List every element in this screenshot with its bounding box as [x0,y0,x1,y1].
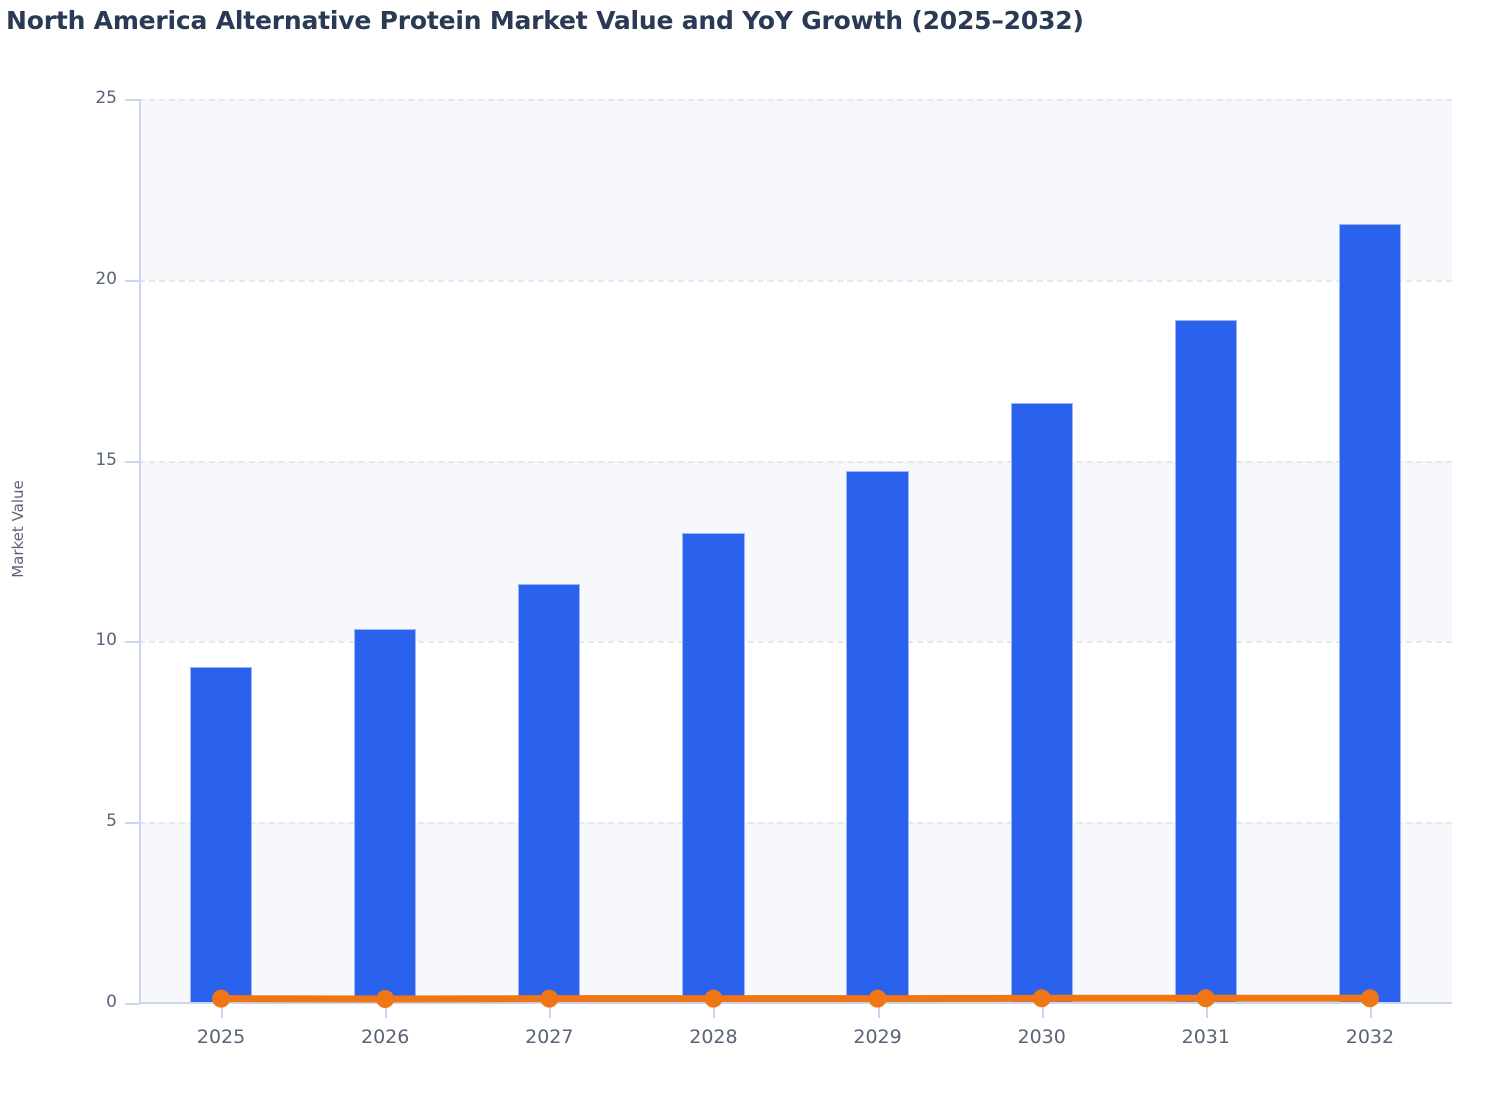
x-tick-mark [385,1004,388,1018]
x-tick-label: 2026 [361,1026,410,1048]
bar [354,628,417,1003]
gridline [139,279,1452,282]
x-tick-label: 2032 [1345,1026,1395,1048]
x-tick-mark [549,1004,552,1018]
plot-area [139,99,1452,1003]
y-tick-label: 10 [95,630,117,651]
gridline [139,99,1452,101]
x-tick-label: 2031 [1181,1026,1230,1048]
gridline [139,641,1452,644]
bar [518,583,581,1003]
bar [1338,223,1402,1003]
x-tick-label: 2027 [525,1026,574,1048]
y-tick-mark [125,460,140,463]
bar [1174,319,1237,1003]
background-band [139,99,1452,280]
y-tick-label: 5 [106,811,117,832]
y-axis-line [139,99,141,1004]
x-tick-label: 2030 [1017,1026,1066,1048]
x-tick-mark [221,1004,224,1018]
gridline [139,460,1452,463]
x-tick-mark [877,1004,880,1018]
chart-title: North America Alternative Protein Market… [6,6,1084,35]
y-tick-label: 20 [95,268,117,289]
y-tick-mark [125,99,140,101]
x-tick-mark [1205,1004,1208,1018]
bar [846,471,909,1003]
x-tick-label: 2025 [196,1026,246,1048]
y-tick-mark [125,641,140,644]
x-tick-label: 2028 [689,1026,738,1048]
y-tick-mark [125,822,140,825]
y-tick-mark [125,279,140,282]
y-axis-title: Market Value [9,480,27,578]
y-tick-label: 0 [106,992,117,1012]
bar [682,532,745,1003]
background-band [139,822,1452,1003]
x-axis-line [139,1002,1452,1004]
x-tick-label: 2029 [853,1026,902,1048]
y-tick-label: 15 [95,449,117,470]
x-tick-mark [713,1004,716,1018]
y-tick-label: 25 [95,88,117,108]
bar [1010,402,1073,1003]
gridline [139,822,1452,825]
x-tick-mark [1041,1004,1044,1018]
background-band [139,460,1452,642]
y-tick-mark [125,1003,140,1005]
x-tick-mark [1369,1004,1372,1018]
bar [189,666,253,1003]
